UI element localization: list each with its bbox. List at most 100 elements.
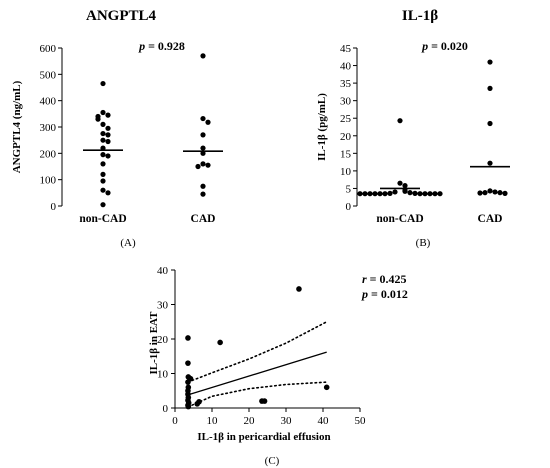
panel-c-label: (C) <box>265 455 280 467</box>
panel-a-category-non-cad: non-CAD <box>79 213 126 225</box>
data-point <box>200 132 206 138</box>
panel-b-y-axis-label: IL-1β (pg/mL) <box>316 93 328 161</box>
y-tick-label: 10 <box>340 166 352 178</box>
data-point <box>482 190 488 196</box>
data-point <box>217 339 223 346</box>
data-point <box>387 190 393 196</box>
y-tick-label: 100 <box>40 175 57 187</box>
data-point <box>372 191 378 197</box>
data-point <box>487 160 493 166</box>
data-point <box>402 188 408 194</box>
panel-a-category-cad: CAD <box>191 213 216 225</box>
data-point <box>100 202 106 208</box>
panel-b-label: (B) <box>416 237 431 249</box>
x-tick-label: 30 <box>281 415 293 427</box>
panel-a-y-ticks: 0 100 200 300 400 500 600 <box>40 43 62 213</box>
data-point <box>362 191 368 197</box>
data-point <box>185 360 191 366</box>
y-tick-label: 40 <box>157 265 169 277</box>
y-tick-label: 500 <box>40 69 57 81</box>
data-point <box>185 379 191 385</box>
data-point <box>392 189 398 195</box>
data-point <box>200 161 206 167</box>
data-point <box>100 178 106 184</box>
panel-b-title: IL-1β <box>402 8 438 24</box>
data-point <box>412 190 418 196</box>
data-point <box>323 384 330 391</box>
data-point <box>105 153 111 159</box>
panel-c-fit-lines <box>187 321 328 408</box>
data-point <box>417 191 423 197</box>
data-point <box>205 119 211 125</box>
y-tick-label: 200 <box>40 148 57 160</box>
y-tick-label: 0 <box>51 201 57 213</box>
x-tick-label: 10 <box>207 415 219 427</box>
panel-b-marks <box>357 59 510 197</box>
data-point <box>357 191 363 197</box>
panel-c-p-value: p = 0.012 <box>361 287 408 301</box>
y-tick-label: 35 <box>340 78 352 90</box>
data-point <box>100 80 106 87</box>
data-point <box>200 191 206 197</box>
y-tick-label: 15 <box>340 148 352 160</box>
data-point <box>100 145 106 151</box>
data-point <box>100 161 106 167</box>
data-point <box>185 403 192 410</box>
data-point <box>100 109 106 116</box>
x-tick-label: 50 <box>355 415 367 427</box>
data-point <box>487 120 493 127</box>
data-point <box>105 125 111 131</box>
panel-c-y-axis-label: IL-1β in EAT <box>148 311 160 375</box>
data-point <box>105 190 111 196</box>
data-point <box>100 137 106 143</box>
panel-a-label: (A) <box>120 237 136 249</box>
data-point <box>200 183 206 189</box>
y-tick-label: 30 <box>157 300 169 312</box>
y-tick-label: 0 <box>346 201 352 213</box>
panel-a-p-value: p = 0.928 <box>138 39 185 53</box>
panel-a-y-axis-label: ANGPTL4 (ng/mL) <box>11 80 23 173</box>
panel-c-r-value: r = 0.425 <box>362 272 407 286</box>
data-point <box>100 187 106 193</box>
panel-b-category-cad: CAD <box>478 213 503 225</box>
data-point <box>397 180 403 186</box>
panel-a-title: ANGPTL4 <box>86 8 157 24</box>
data-point <box>497 190 503 196</box>
data-point <box>185 335 191 341</box>
data-point <box>261 398 268 404</box>
data-point <box>100 152 106 158</box>
y-tick-label: 400 <box>40 96 57 108</box>
data-point <box>487 188 493 194</box>
panel-c-marks <box>185 286 330 410</box>
data-point <box>367 191 373 197</box>
panel-b-category-non-cad: non-CAD <box>376 213 423 225</box>
panel-c-x-axis-label: IL-1β in pericardial effusion <box>197 431 330 443</box>
data-point <box>196 398 202 405</box>
panel-b-y-ticks: 0 5 10 15 20 25 30 35 40 45 <box>340 43 357 213</box>
data-point <box>502 190 508 196</box>
data-point <box>402 183 408 189</box>
data-point <box>432 191 438 197</box>
y-tick-label: 25 <box>340 113 352 125</box>
y-tick-label: 600 <box>40 43 57 55</box>
data-point <box>397 118 403 124</box>
data-point <box>437 191 443 197</box>
data-point <box>100 121 106 127</box>
data-point <box>377 191 383 197</box>
x-tick-label: 0 <box>172 415 178 427</box>
panel-a-marks <box>83 53 223 208</box>
data-point <box>105 112 111 118</box>
y-tick-label: 30 <box>340 96 352 108</box>
data-point <box>407 190 413 196</box>
y-tick-label: 20 <box>157 334 169 346</box>
data-point <box>205 162 211 168</box>
data-point <box>200 115 206 122</box>
data-point <box>100 130 106 137</box>
y-tick-label: 300 <box>40 122 57 134</box>
data-point <box>200 150 206 156</box>
data-point <box>200 145 206 151</box>
data-point <box>200 53 206 59</box>
data-point <box>487 85 493 91</box>
regression-line <box>187 351 327 396</box>
data-point <box>195 163 201 170</box>
